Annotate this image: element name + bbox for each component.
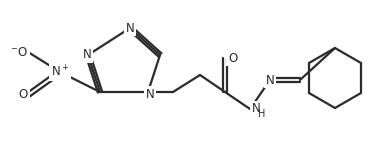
Text: N: N: [146, 87, 154, 101]
Text: $^{-}$O: $^{-}$O: [10, 45, 28, 58]
Text: H: H: [258, 109, 265, 119]
Text: O: O: [19, 88, 28, 101]
Text: N$^+$: N$^+$: [51, 64, 69, 80]
Text: O: O: [228, 51, 237, 64]
Text: N: N: [252, 103, 261, 116]
Text: N: N: [126, 21, 134, 34]
Text: N: N: [266, 74, 274, 87]
Text: N: N: [83, 48, 91, 61]
